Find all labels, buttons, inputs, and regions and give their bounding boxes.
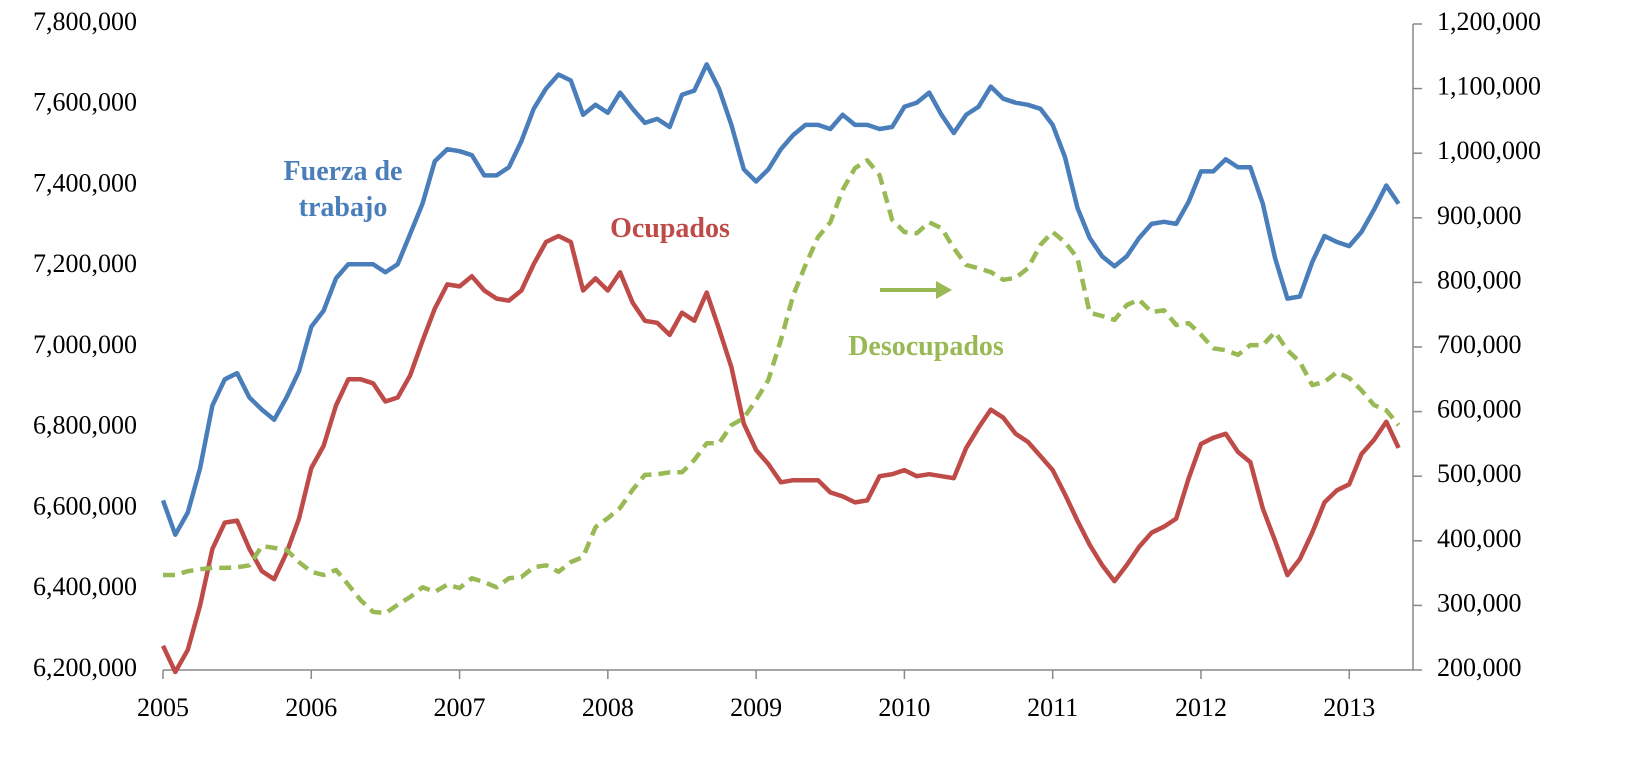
series-label: Ocupados [610, 213, 730, 244]
x-tick-label: 2005 [137, 693, 189, 722]
y2-tick-label: 500,000 [1437, 459, 1522, 488]
y-tick-label: 7,800,000 [33, 7, 137, 36]
x-tick-label: 2008 [582, 693, 634, 722]
y2-tick-label: 900,000 [1437, 201, 1522, 230]
y2-tick-label: 700,000 [1437, 330, 1522, 359]
x-tick-label: 2013 [1323, 693, 1375, 722]
x-tick-label: 2007 [434, 693, 486, 722]
x-tick-label: 2010 [878, 693, 930, 722]
arrow-head [936, 281, 952, 299]
y-tick-label: 6,600,000 [33, 491, 137, 520]
y-tick-label: 7,000,000 [33, 330, 137, 359]
series-line [163, 158, 1401, 616]
y-tick-label: 7,200,000 [33, 249, 137, 278]
series-line [160, 233, 1401, 675]
y-tick-label: 7,600,000 [33, 88, 137, 117]
y-tick-label: 6,400,000 [33, 572, 137, 601]
series-label: Desocupados [848, 331, 1004, 362]
y-tick-label: 6,800,000 [33, 411, 137, 440]
y2-tick-label: 600,000 [1437, 395, 1522, 424]
y2-tick-label: 800,000 [1437, 265, 1522, 294]
x-tick-label: 2009 [730, 693, 782, 722]
y2-tick-label: 1,100,000 [1437, 72, 1541, 101]
y2-tick-label: 200,000 [1437, 653, 1522, 682]
y-tick-label: 7,400,000 [33, 168, 137, 197]
y-tick-label: 6,200,000 [33, 653, 137, 682]
series-label: Fuerza de trabajo [283, 156, 403, 223]
x-tick-label: 2006 [285, 693, 337, 722]
y2-tick-label: 400,000 [1437, 524, 1522, 553]
y2-tick-label: 1,000,000 [1437, 136, 1541, 165]
series-line [160, 62, 1401, 537]
x-tick-label: 2011 [1027, 693, 1078, 722]
y2-tick-label: 300,000 [1437, 588, 1522, 617]
y2-tick-label: 1,200,000 [1437, 7, 1541, 36]
x-tick-label: 2012 [1175, 693, 1227, 722]
